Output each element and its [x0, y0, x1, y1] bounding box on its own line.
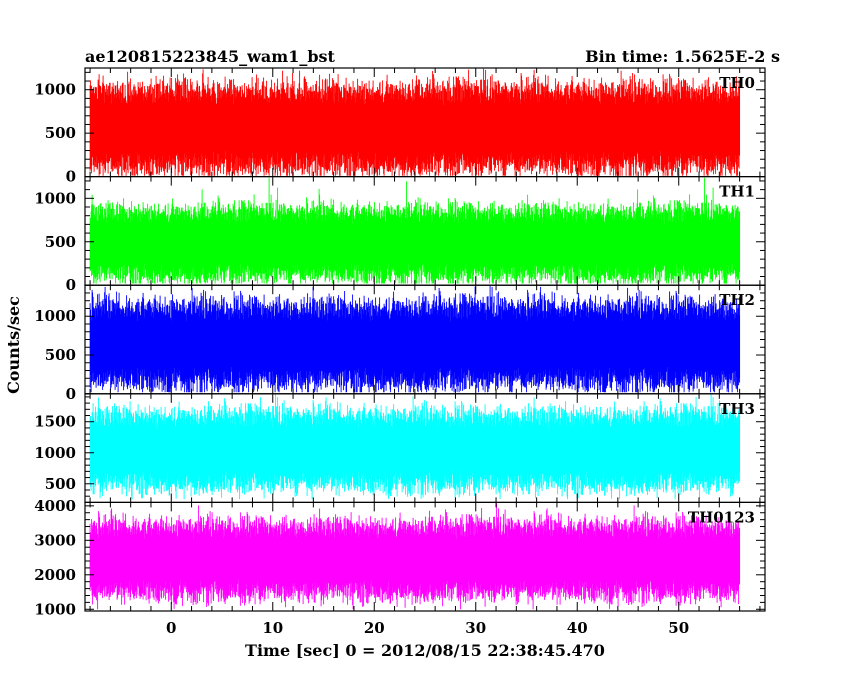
series-th1 [89, 177, 741, 284]
y-tick-label-th1: 1000 [34, 189, 76, 207]
y-tick-label-th0123: 1000 [34, 600, 76, 618]
y-tick-label-th0123: 2000 [34, 566, 76, 584]
y-tick-label-th0: 0 [66, 168, 76, 186]
series-th3 [89, 394, 741, 500]
y-tick-label-th2: 0 [66, 385, 76, 403]
y-tick-label-th3: 500 [45, 475, 76, 493]
x-tick-label: 30 [465, 619, 486, 637]
y-tick-label-th3: 1500 [34, 413, 76, 431]
x-tick-label: 20 [364, 619, 385, 637]
panel-label-th1: TH1 [719, 183, 755, 201]
panel-label-th2: TH2 [719, 291, 755, 309]
panel-frame-th0123 [84, 501, 766, 612]
series-th2 [89, 285, 741, 393]
y-tick-label-th2: 500 [45, 346, 76, 364]
y-tick-label-th0: 500 [45, 124, 76, 142]
panel-label-th3: TH3 [719, 400, 755, 418]
y-tick-label-th1: 0 [66, 276, 76, 294]
y-tick-label-th0: 1000 [34, 81, 76, 99]
x-axis-label: Time [sec] 0 = 2012/08/15 22:38:45.470 [245, 641, 605, 660]
y-tick-label-th1: 500 [45, 233, 76, 251]
x-tick-label: 50 [668, 619, 689, 637]
x-tick-label: 40 [567, 619, 588, 637]
y-tick-label-th3: 1000 [34, 444, 76, 462]
chart-title-right: Bin time: 1.5625E-2 s [585, 47, 780, 66]
y-tick-label-th0123: 3000 [34, 531, 76, 549]
chart-title-left: ae120815223845_wam1_bst [85, 47, 336, 66]
panel-label-th0123: TH0123 [688, 508, 755, 526]
x-tick-label: 10 [262, 619, 283, 637]
series-th0123 [89, 503, 741, 610]
series-th0 [89, 68, 741, 176]
x-tick-label: 0 [166, 619, 176, 637]
panel-label-th0: TH0 [719, 74, 755, 92]
y-axis-label: Counts/sec [4, 296, 23, 394]
y-tick-label-th0123: 4000 [34, 497, 76, 515]
y-tick-label-th2: 1000 [34, 307, 76, 325]
